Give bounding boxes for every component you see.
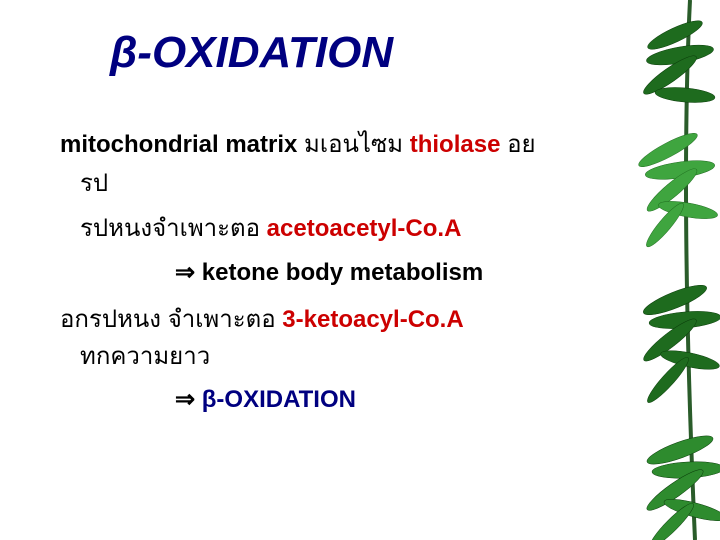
text-line-1: mitochondrial matrix มเอนไซม thiolase อย bbox=[60, 126, 680, 163]
thai-1d: อย bbox=[500, 131, 535, 158]
text-line-6: ทกความยาว bbox=[80, 338, 680, 375]
text-line-2: รป bbox=[80, 165, 680, 202]
arrow-icon: ⇒ bbox=[175, 386, 195, 413]
slide-title: β-OXIDATION bbox=[110, 28, 680, 78]
slide-container: β-OXIDATION mitochondrial matrix มเอนไซม… bbox=[0, 0, 720, 540]
arrow-icon: ⇒ bbox=[175, 259, 195, 286]
thai-5a: อกรปหนง bbox=[60, 306, 168, 333]
text-line-7: ⇒ β-OXIDATION bbox=[175, 381, 680, 418]
thai-1b: มเอนไซม bbox=[297, 131, 409, 158]
thiolase: thiolase bbox=[410, 131, 501, 158]
thai-5b: จำเพาะตอ bbox=[168, 306, 276, 333]
text-line-5: อกรปหนง จำเพาะตอ 3-ketoacyl-Co.A bbox=[60, 301, 680, 338]
text-line-4: ⇒ ketone body metabolism bbox=[175, 254, 680, 291]
thai-3a: รปหนงจำเพาะตอ bbox=[80, 215, 267, 242]
ketone-body: ketone body metabolism bbox=[195, 259, 483, 286]
text-line-3: รปหนงจำเพาะตอ acetoacetyl-Co.A bbox=[80, 210, 680, 247]
mitochondrial-matrix: mitochondrial matrix bbox=[60, 131, 297, 158]
beta-oxidation-label: β-OXIDATION bbox=[195, 386, 356, 413]
acetoacetyl-coa: acetoacetyl-Co.A bbox=[267, 215, 462, 242]
ketoacyl-coa: 3-ketoacyl-Co.A bbox=[282, 306, 463, 333]
slide-content: mitochondrial matrix มเอนไซม thiolase อย… bbox=[60, 126, 680, 418]
